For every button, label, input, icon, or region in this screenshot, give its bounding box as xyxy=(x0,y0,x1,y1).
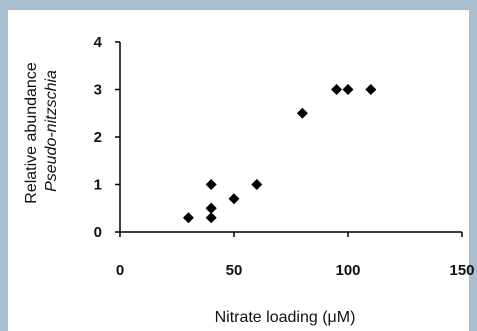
x-tick-label: 150 xyxy=(449,262,474,279)
data-point xyxy=(251,179,263,190)
data-points xyxy=(182,84,377,224)
y-tick-label: 3 xyxy=(94,82,102,99)
x-axis-title-suffix: ) xyxy=(350,309,355,326)
x-tick-label: 100 xyxy=(335,262,360,279)
x-axis-title-prefix: Nitrate loading ( xyxy=(215,309,329,326)
data-point xyxy=(331,84,343,95)
y-tick-label: 0 xyxy=(94,224,102,241)
data-point xyxy=(296,107,308,119)
y-tick-label: 4 xyxy=(94,34,103,51)
x-axis-title-unit: μM xyxy=(328,309,351,326)
y-tick-label: 1 xyxy=(94,177,102,194)
data-point xyxy=(228,193,240,205)
chart-frame xyxy=(8,10,469,331)
data-point xyxy=(182,212,194,224)
data-point xyxy=(205,212,217,224)
data-point xyxy=(342,84,354,95)
axes xyxy=(119,42,462,233)
x-tick-label: 50 xyxy=(226,262,243,279)
y-axis-title-line2: Pseudo-nitzschia xyxy=(43,70,60,192)
x-axis-ticks: 0 50 100 150 xyxy=(116,232,475,279)
data-point xyxy=(205,179,217,190)
y-axis-ticks: 0 1 2 3 4 xyxy=(94,34,120,241)
data-point xyxy=(205,202,217,214)
y-tick-label: 2 xyxy=(94,129,102,146)
y-axis-title-line1: Relative abundance xyxy=(23,62,40,204)
x-tick-label: 0 xyxy=(116,262,124,279)
x-axis-title: Nitrate loading (μM) xyxy=(215,309,356,326)
data-point xyxy=(365,84,377,95)
